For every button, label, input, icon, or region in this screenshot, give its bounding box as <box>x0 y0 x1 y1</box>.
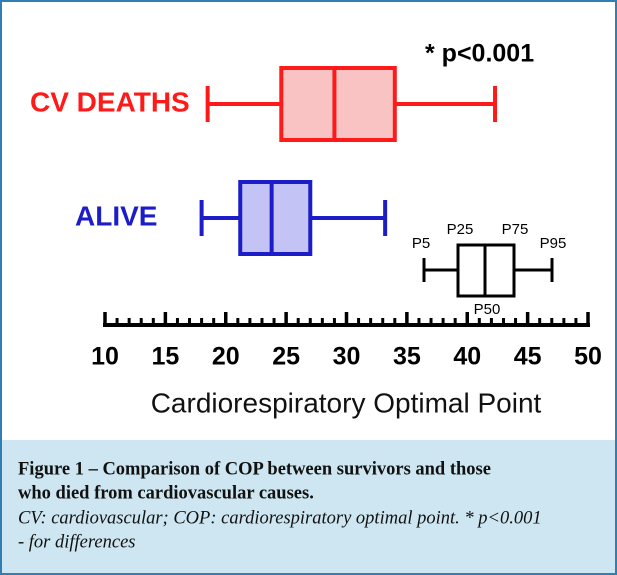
key-label: P5 <box>412 235 430 252</box>
key-label: P75 <box>502 221 529 238</box>
x-tick-label: 30 <box>333 343 361 371</box>
x-axis-label: Cardiorespiratory Optimal Point <box>151 387 542 418</box>
series-label: ALIVE <box>75 200 157 231</box>
caption-note: CV: cardiovascular; COP: cardiorespirato… <box>18 508 542 528</box>
caption-title: Figure 1 – Comparison of COP between sur… <box>18 459 491 479</box>
x-tick-label: 40 <box>453 343 481 371</box>
x-tick-label: 45 <box>514 343 542 371</box>
key-label: P50 <box>474 301 501 318</box>
key <box>422 243 554 298</box>
box <box>279 66 397 142</box>
box <box>238 180 313 256</box>
x-tick-label: 15 <box>151 343 179 371</box>
x-tick-label: 10 <box>91 343 119 371</box>
caption-title: who died from cardiovascular causes. <box>18 483 314 503</box>
x-tick-label: 35 <box>393 343 421 371</box>
caption-note: - for differences <box>18 532 135 552</box>
x-tick-label: 50 <box>574 343 602 371</box>
x-tick-label: 20 <box>212 343 240 371</box>
caption-background <box>0 440 617 575</box>
key-label: P95 <box>540 235 567 252</box>
key-label: P25 <box>447 221 474 238</box>
series-label: CV DEATHS <box>30 86 190 117</box>
annotation: * p<0.001 <box>425 40 534 68</box>
x-tick-label: 25 <box>272 343 300 371</box>
